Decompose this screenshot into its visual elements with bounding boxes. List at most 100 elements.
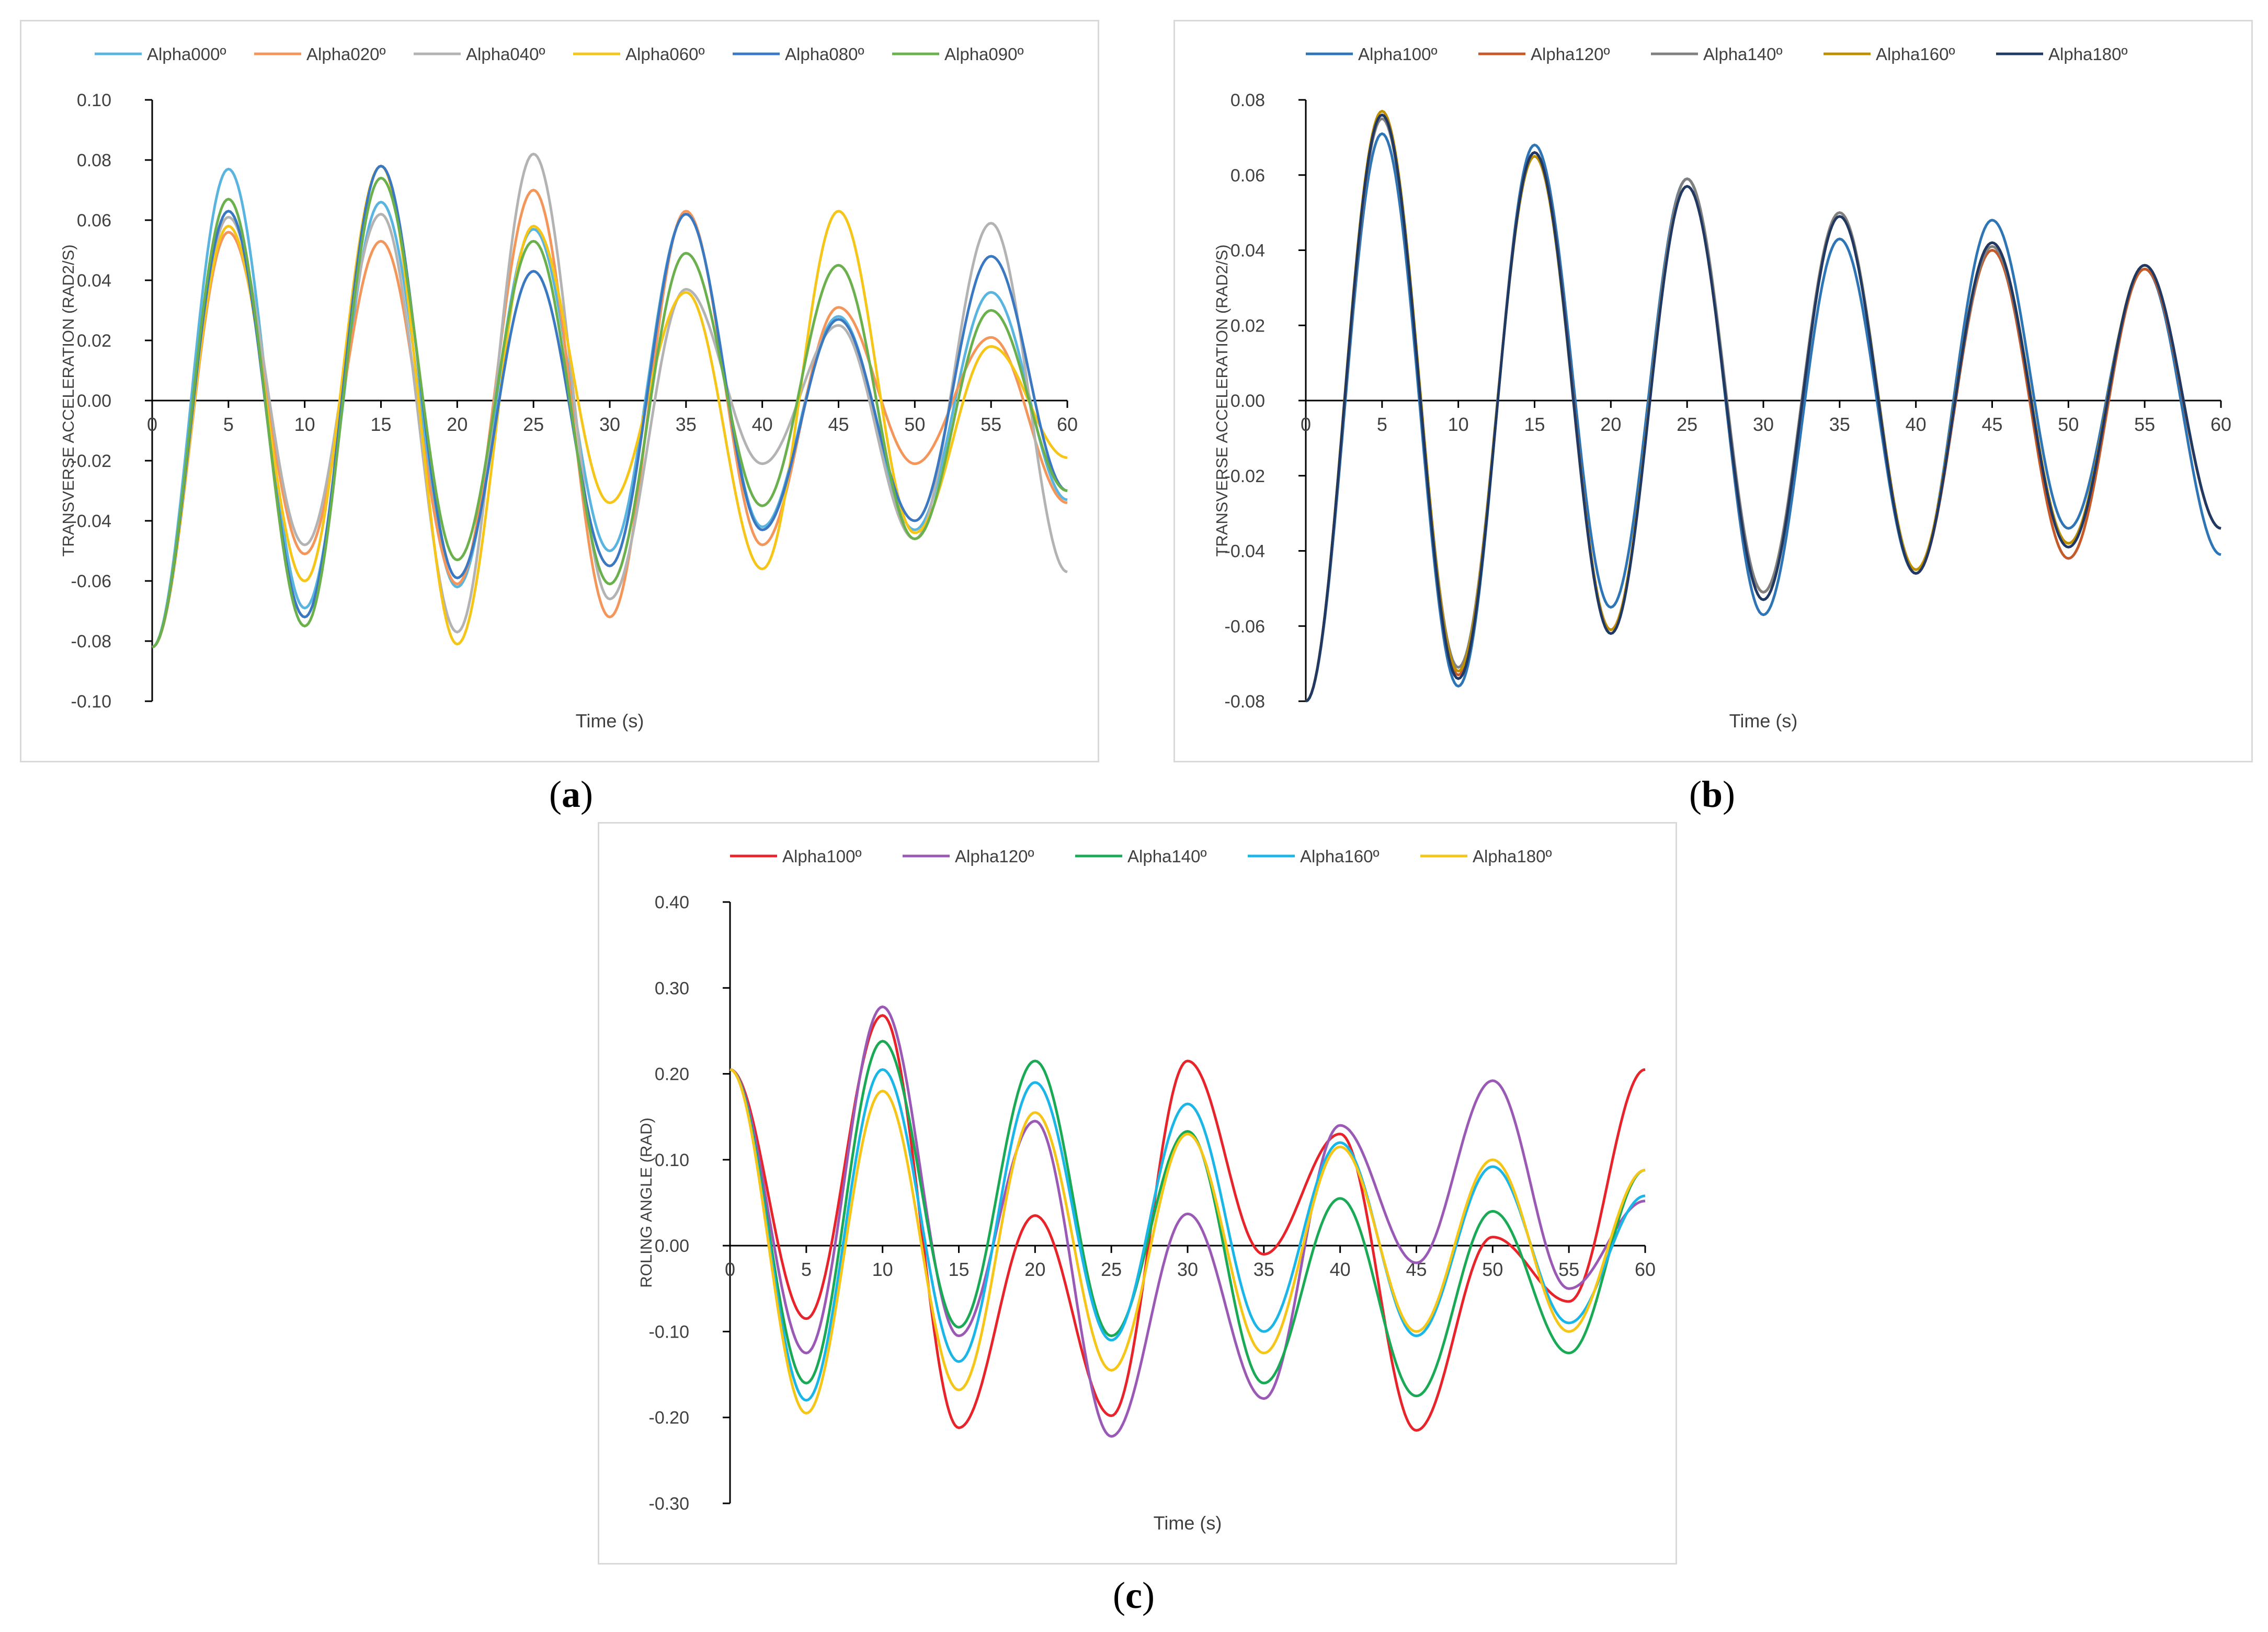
legend-label-a-0: Alpha000º [147,44,226,64]
legend-label-a-4: Alpha080º [785,44,864,64]
x-tick-label-a-9: 45 [828,414,849,435]
legend-label-b-1: Alpha120º [1531,44,1610,64]
y-tick-label-a-9: -0.08 [71,632,112,652]
x-tick-label-b-3: 15 [1524,414,1545,435]
legend-label-a-3: Alpha060º [625,44,705,64]
y-tick-label-a-3: 0.04 [77,271,111,291]
x-tick-label-a-12: 60 [1057,414,1078,435]
series-line-a-3 [152,164,1068,648]
chart-panel-a: Alpha000º Alpha020º Alpha040º Alpha060º Alph… [20,20,1099,762]
legend-label-b-3: Alpha160º [1876,44,1955,64]
y-tick-label-c-1: 0.30 [655,978,689,998]
x-tick-label-a-7: 35 [676,414,697,435]
legend-label-a-1: Alpha020º [306,44,386,64]
y-axis-label-c: ROLING ANGLE (RAD) [637,1117,655,1288]
series-line-c-3 [730,1068,1646,1402]
x-tick-label-b-6: 30 [1753,414,1774,435]
x-tick-label-a-5: 25 [523,414,544,435]
y-tick-label-c-5: -0.10 [649,1322,690,1342]
series-line-b-4 [1305,113,2221,703]
x-axis-label-b: Time (s) [1729,710,1798,732]
legend-label-b-2: Alpha140º [1703,44,1783,64]
x-tick-label-a-10: 50 [904,414,925,435]
x-tick-label-c-11: 55 [1558,1259,1579,1280]
y-tick-label-c-7: -0.30 [649,1494,690,1514]
x-axis-label-a: Time (s) [576,710,644,732]
y-tick-label-a-5: 0.00 [77,391,111,411]
y-tick-label-b-5: -0.02 [1225,466,1266,486]
x-tick-label-a-3: 15 [370,414,391,435]
x-tick-label-c-4: 20 [1024,1259,1045,1280]
x-tick-label-c-12: 60 [1635,1259,1656,1280]
caption-c: (c) [1113,1574,1155,1616]
y-tick-label-a-10: -0.10 [71,692,112,712]
x-tick-label-c-8: 40 [1330,1259,1351,1280]
y-tick-label-c-3: 0.10 [655,1150,689,1170]
y-tick-label-a-4: 0.02 [77,331,111,351]
y-tick-label-b-6: -0.04 [1225,542,1266,562]
x-tick-label-b-1: 5 [1377,414,1387,435]
x-tick-label-c-3: 15 [948,1259,969,1280]
legend-label-b-4: Alpha180º [2048,44,2128,64]
chart-b: Alpha100º Alpha120º Alpha140º Alpha160º Alph… [1213,44,2231,732]
caption-a: (a) [549,773,593,815]
x-tick-label-a-6: 30 [599,414,620,435]
x-tick-label-c-10: 50 [1482,1259,1503,1280]
y-tick-label-b-2: 0.04 [1230,241,1265,261]
chart-panel-c: Alpha100º Alpha120º Alpha140º Alpha160º Alph… [598,822,1677,1565]
legend-label-c-2: Alpha140º [1127,847,1207,866]
x-tick-label-b-11: 55 [2134,414,2155,435]
x-tick-label-c-1: 5 [801,1259,812,1280]
y-tick-label-c-0: 0.40 [655,893,689,912]
series-line-c-1 [730,1005,1646,1438]
chart-a: Alpha000º Alpha020º Alpha040º Alpha060º Alph… [59,44,1078,732]
x-tick-label-b-4: 20 [1600,414,1621,435]
series-line-c-4 [730,1068,1646,1415]
y-tick-label-c-6: -0.20 [649,1408,690,1428]
x-tick-label-b-0: 0 [1301,414,1311,435]
chart-c: Alpha100º Alpha120º Alpha140º Alpha160º Alph… [637,847,1656,1534]
x-tick-label-c-2: 10 [872,1259,893,1280]
legend-label-c-0: Alpha100º [782,847,862,866]
legend-label-c-1: Alpha120º [955,847,1034,866]
series-line-a-1 [152,188,1068,648]
x-tick-label-c-0: 0 [725,1259,735,1280]
chart-panel-b: Alpha100º Alpha120º Alpha140º Alpha160º Alph… [1173,20,2253,762]
y-tick-label-a-1: 0.08 [77,151,111,170]
legend-label-a-2: Alpha040º [466,44,545,64]
x-tick-label-c-7: 35 [1253,1259,1274,1280]
legend-label-c-4: Alpha180º [1473,847,1552,866]
x-tick-label-b-2: 10 [1448,414,1469,435]
x-tick-label-b-12: 60 [2210,414,2231,435]
series-line-c-2 [730,1040,1646,1398]
y-tick-label-c-4: 0.00 [655,1236,689,1256]
series-line-a-5 [152,176,1068,648]
series-line-a-4 [152,164,1068,648]
y-axis-label-a: TRANSVERSE ACCELERATION (RAD2/S) [59,244,77,556]
x-tick-label-b-5: 25 [1677,414,1697,435]
x-tick-label-b-10: 50 [2058,414,2079,435]
x-axis-label-c: Time (s) [1154,1512,1222,1534]
x-tick-label-a-1: 5 [223,414,234,435]
x-tick-label-a-0: 0 [147,414,157,435]
series-line-a-0 [152,167,1068,648]
y-tick-label-b-0: 0.08 [1230,90,1265,110]
series-line-c-0 [730,1014,1646,1432]
y-tick-label-b-4: 0.00 [1230,391,1265,411]
x-tick-label-a-8: 40 [752,414,773,435]
x-tick-label-a-4: 20 [447,414,468,435]
y-tick-label-b-7: -0.06 [1225,617,1266,636]
legend-label-a-5: Alpha090º [944,44,1024,64]
x-tick-label-c-5: 25 [1101,1259,1122,1280]
series-line-b-0 [1305,132,2221,703]
caption-b: (b) [1689,773,1736,815]
y-tick-label-a-8: -0.06 [71,572,112,591]
x-tick-label-a-11: 55 [981,414,1001,435]
y-axis-label-b: TRANSVERSE ACCELERATION (RAD2/S) [1213,244,1231,556]
y-tick-label-a-7: -0.04 [71,511,112,531]
y-tick-label-b-1: 0.06 [1230,166,1265,186]
y-tick-label-a-0: 0.10 [77,90,111,110]
y-tick-label-c-2: 0.20 [655,1065,689,1085]
x-tick-label-b-7: 35 [1829,414,1850,435]
legend-label-b-0: Alpha100º [1358,44,1438,64]
